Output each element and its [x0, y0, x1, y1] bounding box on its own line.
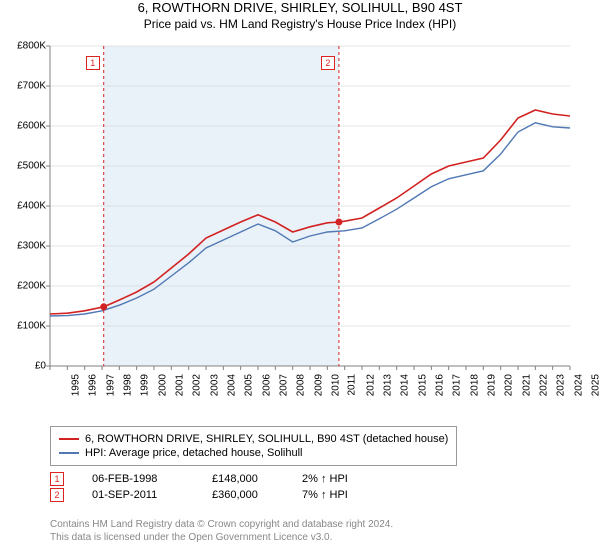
legend-swatch [59, 452, 79, 454]
sale-price: £360,000 [212, 489, 292, 501]
chart-svg [50, 46, 570, 366]
footer-attribution: Contains HM Land Registry data © Crown c… [50, 518, 393, 544]
x-axis-label: 1997 [105, 374, 116, 396]
y-axis-label: £300K [6, 241, 46, 252]
x-axis-label: 2020 [504, 374, 515, 396]
x-axis-label: 1996 [88, 374, 99, 396]
sale-vs-hpi: 2% ↑ HPI [302, 473, 432, 485]
x-axis-label: 2003 [209, 374, 220, 396]
sale-marker-badge: 1 [86, 56, 100, 70]
x-axis-label: 2007 [278, 374, 289, 396]
x-axis-label: 2001 [174, 374, 185, 396]
chart-container: 6, ROWTHORN DRIVE, SHIRLEY, SOLIHULL, B9… [0, 0, 600, 560]
x-axis-label: 2011 [347, 374, 358, 396]
x-axis-label: 2005 [244, 374, 255, 396]
sale-date: 01-SEP-2011 [92, 489, 202, 501]
legend-item: HPI: Average price, detached house, Soli… [59, 447, 448, 459]
y-axis-label: £0 [6, 361, 46, 372]
legend-label: 6, ROWTHORN DRIVE, SHIRLEY, SOLIHULL, B9… [85, 433, 448, 445]
footer-line-1: Contains HM Land Registry data © Crown c… [50, 518, 393, 531]
x-axis-label: 2025 [590, 374, 600, 396]
x-axis-label: 2019 [486, 374, 497, 396]
sale-marker-table: 1 06-FEB-1998 £148,000 2% ↑ HPI 2 01-SEP-2011… [50, 470, 432, 504]
y-axis-label: £800K [6, 41, 46, 52]
x-axis-label: 2016 [434, 374, 445, 396]
x-axis-label: 2012 [365, 374, 376, 396]
x-axis-label: 2022 [538, 374, 549, 396]
sale-date: 06-FEB-1998 [92, 473, 202, 485]
sale-vs-hpi: 7% ↑ HPI [302, 489, 432, 501]
chart-title: 6, ROWTHORN DRIVE, SHIRLEY, SOLIHULL, B9… [0, 0, 600, 15]
y-axis-label: £500K [6, 161, 46, 172]
x-axis-label: 2017 [452, 374, 463, 396]
x-axis-label: 2014 [400, 374, 411, 396]
y-axis-label: £100K [6, 321, 46, 332]
chart-plot-area: £0£100K£200K£300K£400K£500K£600K£700K£80… [50, 46, 570, 366]
legend: 6, ROWTHORN DRIVE, SHIRLEY, SOLIHULL, B9… [50, 426, 457, 466]
x-axis-label: 2018 [469, 374, 480, 396]
y-axis-label: £200K [6, 281, 46, 292]
x-axis-label: 2008 [296, 374, 307, 396]
x-axis-label: 2010 [330, 374, 341, 396]
sale-data-row: 2 01-SEP-2011 £360,000 7% ↑ HPI [50, 488, 432, 502]
sale-marker-badge: 2 [50, 488, 64, 502]
x-axis-label: 2024 [573, 374, 584, 396]
x-axis-label: 1995 [70, 374, 81, 396]
x-axis-label: 2002 [192, 374, 203, 396]
y-axis-label: £700K [6, 81, 46, 92]
x-axis-label: 1999 [140, 374, 151, 396]
chart-subtitle: Price paid vs. HM Land Registry's House … [0, 17, 600, 31]
sale-price: £148,000 [212, 473, 292, 485]
legend-swatch [59, 438, 79, 440]
sale-data-row: 1 06-FEB-1998 £148,000 2% ↑ HPI [50, 472, 432, 486]
y-axis-label: £600K [6, 121, 46, 132]
legend-item: 6, ROWTHORN DRIVE, SHIRLEY, SOLIHULL, B9… [59, 433, 448, 445]
x-axis-label: 2021 [521, 374, 532, 396]
x-axis-label: 2000 [157, 374, 168, 396]
x-axis-label: 2006 [261, 374, 272, 396]
x-axis-label: 1998 [122, 374, 133, 396]
x-axis-label: 2004 [226, 374, 237, 396]
x-axis-label: 2009 [313, 374, 324, 396]
footer-line-2: This data is licensed under the Open Gov… [50, 531, 393, 544]
x-axis-label: 2013 [382, 374, 393, 396]
sale-marker-badge: 2 [321, 56, 335, 70]
x-axis-label: 2023 [556, 374, 567, 396]
y-axis-label: £400K [6, 201, 46, 212]
x-axis-label: 2015 [417, 374, 428, 396]
legend-label: HPI: Average price, detached house, Soli… [85, 447, 303, 459]
sale-marker-badge: 1 [50, 472, 64, 486]
